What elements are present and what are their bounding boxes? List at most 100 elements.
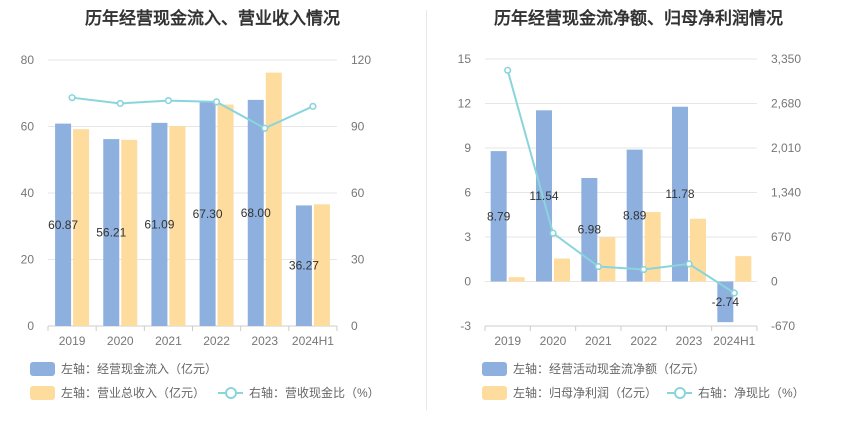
right-axis-tick-label: 2,680	[771, 97, 801, 111]
right-axis-tick-label: 1,340	[771, 186, 801, 200]
bar-secondary	[644, 212, 661, 282]
line-point	[640, 265, 648, 274]
line-point	[116, 99, 124, 108]
chart-panel-left: 历年经营现金流入、营业收入情况 0 20 40 60 80 0 30 60 90 120 2019 2…	[21, 9, 380, 401]
bar-primary	[490, 151, 507, 282]
x-axis-tick-label: 2021	[155, 334, 182, 348]
right-axis-tick-label: 120	[351, 53, 371, 67]
right-axis-tick-label: 90	[351, 120, 365, 134]
line-point	[549, 229, 557, 237]
legend-swatch	[482, 385, 507, 400]
bar-primary	[536, 110, 552, 282]
left-axis-tick-label: 0	[27, 319, 34, 333]
bar-primary	[295, 205, 312, 326]
legend-label: 左轴：归母净利润（亿元）	[513, 386, 658, 400]
left-axis-tick-label: 20	[21, 253, 35, 267]
right-axis-tick-label: 2,010	[771, 141, 801, 155]
bar-secondary	[169, 126, 186, 326]
left-axis-tick-label: 12	[458, 97, 472, 111]
bar-secondary	[554, 258, 570, 282]
bar-secondary	[73, 129, 90, 326]
line-point	[730, 289, 738, 297]
legend-label: 右轴：营收现金比（%）	[249, 386, 380, 400]
bar-data-label: 68.00	[241, 206, 271, 220]
panel-divider	[426, 10, 427, 410]
legend-line-swatch	[218, 386, 243, 400]
right-axis-tick-label: 3,350	[771, 52, 801, 66]
right-axis-tick-label: 0	[771, 275, 778, 289]
chart-title-right: 历年经营现金流净额、归母净利润情况	[494, 9, 783, 28]
bar-primary	[717, 281, 734, 323]
line-point	[261, 124, 269, 132]
line-point	[164, 96, 173, 105]
legend-label: 左轴：经营现金流入（亿元）	[61, 362, 218, 376]
left-axis-tick-label: -3	[460, 319, 471, 333]
x-axis-tick-label: 2023	[676, 334, 703, 348]
legend-item-revenue[interactable]: 左轴：营业总收入（亿元）	[30, 384, 205, 401]
chart-left-svg: 0 20 40 60 80 0 30 60 90 120 2019 2020 2021 2022 2023 2…	[21, 53, 372, 348]
bar-primary	[626, 149, 643, 282]
legend-item-cash-inflow[interactable]: 左轴：经营现金流入（亿元）	[30, 360, 217, 377]
line-point	[685, 260, 693, 268]
legend-item-net-cash-flow[interactable]: 左轴：经营活动现金流净额（亿元）	[482, 360, 705, 377]
bar-data-label: 36.27	[289, 259, 319, 273]
left-axis-tick-label: 3	[464, 230, 471, 244]
bar-primary	[103, 139, 120, 326]
right-axis-tick-label: 60	[351, 186, 365, 200]
bar-primary	[672, 106, 688, 282]
x-axis-tick-label: 2021	[585, 334, 612, 348]
right-axis-tick-label: 0	[351, 319, 358, 333]
left-axis-tick-label: 9	[464, 141, 471, 155]
bar-primary	[55, 123, 72, 327]
line-point	[212, 98, 221, 106]
bar-secondary	[735, 256, 752, 282]
bar-primary	[581, 177, 598, 282]
legend-label: 左轴：经营活动现金流净额（亿元）	[513, 362, 706, 376]
line-point	[68, 94, 76, 102]
legend-swatch	[30, 385, 55, 400]
left-axis-tick-label: 15	[458, 52, 472, 66]
bar-data-label: 8.89	[623, 209, 647, 223]
line-series	[71, 96, 314, 130]
bar-secondary	[121, 139, 138, 326]
chart-title-left: 历年经营现金流入、营业收入情况	[85, 9, 340, 28]
bar-data-label: 56.21	[96, 226, 126, 240]
bar-data-label: 61.09	[144, 217, 174, 231]
bar-data-label: 8.79	[487, 209, 511, 223]
line-point	[594, 262, 602, 271]
x-axis-tick-label: 2019	[494, 334, 521, 348]
legend-label: 左轴：营业总收入（亿元）	[61, 386, 206, 400]
bar-data-label: 6.98	[578, 223, 602, 237]
bar-secondary	[217, 104, 234, 327]
bar-secondary	[265, 72, 282, 326]
right-axis-tick-label: 30	[351, 253, 365, 267]
bar-primary	[247, 99, 264, 327]
right-axis-tick-label: -670	[771, 319, 795, 333]
bar-secondary	[508, 277, 525, 282]
bar-primary	[151, 122, 168, 326]
right-axis-tick-label: 670	[771, 230, 791, 244]
x-axis-tick-label: 2022	[203, 334, 230, 348]
x-axis-tick-label: 2023	[251, 334, 278, 348]
chart-panel-right: 历年经营现金流净额、归母净利润情况 -3 0 3 6 9 12 15 -670 0 670 1,34…	[427, 0, 850, 437]
bar-secondary	[690, 218, 706, 282]
line-point	[309, 102, 317, 110]
legend-swatch	[30, 361, 55, 376]
left-axis-tick-label: 80	[21, 53, 35, 67]
left-axis-tick-label: 60	[21, 120, 35, 134]
left-axis-tick-label: 0	[464, 275, 471, 289]
bar-data-label: 11.54	[529, 189, 558, 203]
x-axis-tick-label: 2024H1	[713, 334, 755, 348]
line-point	[504, 66, 512, 74]
legend-line-swatch	[667, 386, 692, 400]
legend-swatch	[482, 361, 507, 376]
legend-item-net-profit[interactable]: 左轴：归母净利润（亿元）	[482, 384, 657, 401]
x-axis-tick-label: 2020	[540, 334, 567, 348]
bar-data-label: 67.30	[193, 207, 223, 221]
left-axis-tick-label: 6	[464, 186, 471, 200]
bar-data-label: -2.74	[712, 295, 740, 309]
legend-item-cash-revenue-ratio[interactable]: 右轴：营收现金比（%）	[218, 384, 380, 401]
bar-secondary	[599, 237, 616, 282]
legend-label: 右轴：净现比（%）	[698, 386, 805, 400]
legend-item-net-cash-ratio[interactable]: 右轴：净现比（%）	[667, 384, 805, 401]
